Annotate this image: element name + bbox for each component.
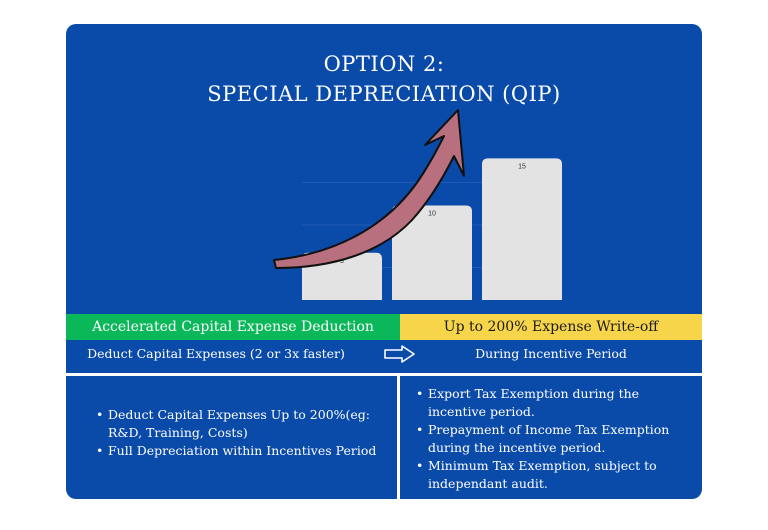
chart-data-label: 5 xyxy=(340,258,344,265)
list-item: • Minimum Tax Exemption, subject to indep… xyxy=(416,458,657,491)
row-incentive-period: During Incentive Period xyxy=(475,346,627,361)
growth-arrow-icon xyxy=(273,109,465,269)
right-bullet-list: • Export Tax Exemption during the incenti… xyxy=(414,385,690,493)
banner-expense-writeoff: Up to 200% Expense Write-off xyxy=(400,314,702,340)
divider-vertical xyxy=(397,376,400,499)
chart-data-labels: 5 10 15 xyxy=(340,163,526,264)
title-line-1: OPTION 2: xyxy=(323,52,445,76)
growth-bar-chart: 5 10 15 xyxy=(273,109,562,300)
banner-accelerated-deduction: Accelerated Capital Expense Deduction xyxy=(66,314,400,340)
chart-data-label: 10 xyxy=(428,211,436,218)
chart-data-label: 15 xyxy=(518,163,526,170)
chart-bar xyxy=(482,158,562,300)
title-line-2: SPECIAL DEPRECIATION (QIP) xyxy=(207,82,561,106)
list-item: • Deduct Capital Expenses Up to 200%(eg: … xyxy=(96,407,371,440)
list-item: • Prepayment of Income Tax Exemption duri… xyxy=(416,422,670,455)
infographic-card: OPTION 2: SPECIAL DEPRECIATION (QIP) 5 10… xyxy=(66,24,702,499)
right-arrow-icon xyxy=(384,345,415,363)
left-bullet-list: • Deduct Capital Expenses Up to 200%(eg: … xyxy=(94,406,384,460)
list-item: • Full Depreciation within Incentives Per… xyxy=(96,443,377,458)
divider-horizontal xyxy=(66,373,702,376)
chart-bars xyxy=(302,158,562,300)
row-deduct-capital: Deduct Capital Expenses (2 or 3x faster) xyxy=(87,346,345,361)
list-item: • Export Tax Exemption during the incenti… xyxy=(416,386,640,419)
chart-bar xyxy=(392,205,472,300)
